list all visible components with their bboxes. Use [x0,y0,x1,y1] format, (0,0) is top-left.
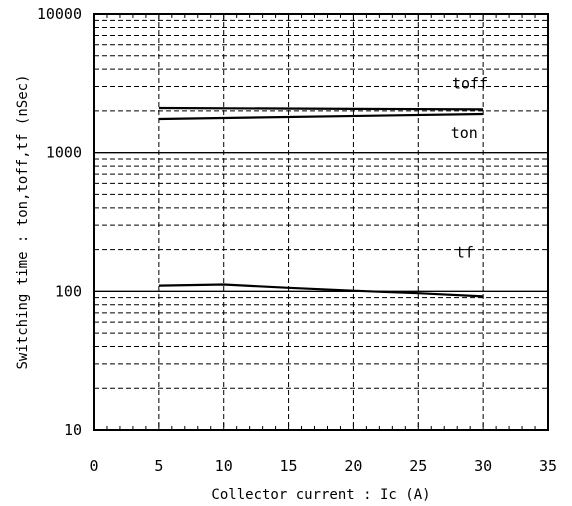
y-tick-label: 10 [64,421,82,439]
y-axis-title: Switching time : ton,toff,tf (nSec) [15,74,31,369]
x-tick-label: 0 [89,457,98,475]
grid [94,14,548,430]
x-tick-label: 35 [539,457,557,475]
x-tick-label: 30 [474,457,492,475]
x-tick-label: 25 [409,457,427,475]
series-label-ton: ton [451,124,478,142]
y-tick-label: 100 [55,282,82,300]
series-layer [158,106,484,298]
series-line-ton [158,112,484,121]
series-line-toff [158,106,484,111]
series-line-tf [158,283,484,298]
tick-marks [106,14,536,430]
y-tick-label: 10000 [37,5,82,23]
series-label-tf: tf [456,243,474,261]
x-axis-title: Collector current : Ic (A) [211,487,430,503]
plot-frame [93,13,549,431]
labels-layer: 0 5 10 15 20 25 30 35 10 100 1000 10000 toff ton tf [37,5,557,475]
series-label-toff: toff [452,75,488,93]
x-tick-label: 15 [280,457,298,475]
x-tick-label: 5 [154,457,163,475]
y-tick-label: 1000 [46,144,82,162]
x-tick-label: 20 [344,457,362,475]
x-tick-label: 10 [215,457,233,475]
